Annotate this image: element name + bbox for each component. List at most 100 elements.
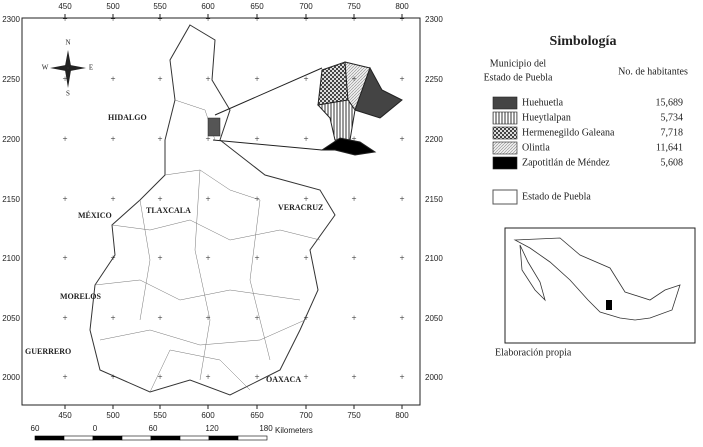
grid-cross: + [303, 74, 308, 84]
x-tick-label: 550 [153, 411, 167, 420]
grid-cross: + [254, 372, 259, 382]
legend-swatch [492, 141, 518, 155]
scale-segment [179, 435, 210, 441]
grid-cross: + [303, 14, 308, 24]
grid-cross: + [254, 194, 259, 204]
scale-segment [150, 435, 181, 441]
grid-cross: + [399, 134, 404, 144]
y-tick-label: 2300 [425, 15, 443, 24]
place-label: TLAXCALA [146, 206, 191, 215]
scale-segment [63, 435, 94, 441]
legend-item-name: Zapotitlán de Méndez [522, 157, 610, 168]
grid-cross: + [110, 253, 115, 263]
scale-label: 60 [149, 424, 158, 433]
x-tick-label: 750 [347, 411, 361, 420]
grid-cross: + [399, 372, 404, 382]
y-tick-label: 2250 [2, 75, 20, 84]
x-tick-label: 500 [106, 2, 120, 11]
legend-boundary: Estado de Puebla [522, 191, 591, 202]
x-tick-label: 650 [250, 2, 264, 11]
legend-item-name: Olintla [522, 142, 550, 153]
grid-cross: + [303, 253, 308, 263]
legend-item-value: 7,718 [661, 127, 684, 138]
grid-cross: + [110, 74, 115, 84]
grid-cross: + [62, 194, 67, 204]
scale-label: 120 [205, 424, 219, 433]
place-label: VERACRUZ [278, 203, 323, 212]
y-tick-label: 2200 [425, 135, 443, 144]
grid-cross: + [254, 313, 259, 323]
x-tick-label: 800 [395, 2, 409, 11]
legend-item-value: 11,641 [656, 142, 683, 153]
grid-cross: + [205, 372, 210, 382]
grid-cross: + [351, 194, 356, 204]
legend-column-right: No. de habitantes [618, 66, 688, 77]
grid-cross: + [254, 14, 259, 24]
y-tick-label: 2250 [425, 75, 443, 84]
legend-swatch [492, 126, 518, 140]
x-tick-label: 550 [153, 2, 167, 11]
y-tick-label: 2050 [425, 314, 443, 323]
grid-cross: + [399, 194, 404, 204]
municipality-lines [94, 99, 321, 393]
grid-cross: + [62, 253, 67, 263]
grid-cross: + [62, 74, 67, 84]
compass-w: W [42, 64, 49, 72]
scale-unit: Kilometers [275, 426, 313, 435]
grid-cross: + [399, 14, 404, 24]
legend-item-name: Huehuetla [522, 97, 564, 108]
grid-cross: + [157, 134, 162, 144]
grid-cross: + [254, 134, 259, 144]
x-tick-label: 750 [347, 2, 361, 11]
grid-cross: + [351, 74, 356, 84]
place-label: MORELOS [60, 292, 101, 301]
grid-cross: + [399, 313, 404, 323]
grid-cross: + [205, 134, 210, 144]
legend-item-value: 15,689 [656, 97, 684, 108]
place-label: HIDALGO [108, 113, 147, 122]
grid-cross: + [254, 253, 259, 263]
x-tick-label: 450 [58, 411, 72, 420]
scale-segment [237, 435, 268, 441]
puebla-marker [606, 300, 612, 310]
map-frame [21, 17, 421, 406]
place-label: OAXACA [266, 375, 301, 384]
y-tick-label: 2050 [2, 314, 20, 323]
grid-cross: + [62, 313, 67, 323]
mexico-outline [513, 237, 681, 321]
place-label: GUERRERO [25, 347, 71, 356]
x-tick-label: 600 [201, 2, 215, 11]
study-area [207, 61, 403, 156]
grid-cross: + [399, 74, 404, 84]
x-tick-label: 700 [299, 2, 313, 11]
y-tick-label: 2000 [425, 373, 443, 382]
legend-swatch [492, 156, 518, 170]
grid-cross: + [157, 253, 162, 263]
puebla-outline [89, 24, 336, 396]
x-tick-label: 500 [106, 411, 120, 420]
compass [50, 50, 86, 88]
grid-cross: + [351, 372, 356, 382]
grid-cross: + [205, 313, 210, 323]
grid-cross: + [205, 253, 210, 263]
legend-item-name: Hueytlalpan [522, 112, 571, 123]
scale-label: 60 [31, 424, 40, 433]
y-tick-label: 2200 [2, 135, 20, 144]
x-tick-label: 650 [250, 411, 264, 420]
grid-cross: + [351, 14, 356, 24]
grid-cross: + [205, 74, 210, 84]
credit: Elaboración propia [495, 347, 572, 358]
x-tick-label: 600 [201, 411, 215, 420]
x-tick-label: 450 [58, 2, 72, 11]
x-tick-label: 800 [395, 411, 409, 420]
grid-cross: + [205, 14, 210, 24]
legend-column-left: Municipio del [490, 58, 547, 69]
place-label: MÉXICO [78, 210, 112, 220]
y-tick-label: 2100 [425, 254, 443, 263]
grid-cross: + [110, 134, 115, 144]
grid-cross: + [110, 14, 115, 24]
scale-label: 0 [93, 424, 98, 433]
y-tick-label: 2150 [2, 195, 20, 204]
y-tick-label: 2000 [2, 373, 20, 382]
